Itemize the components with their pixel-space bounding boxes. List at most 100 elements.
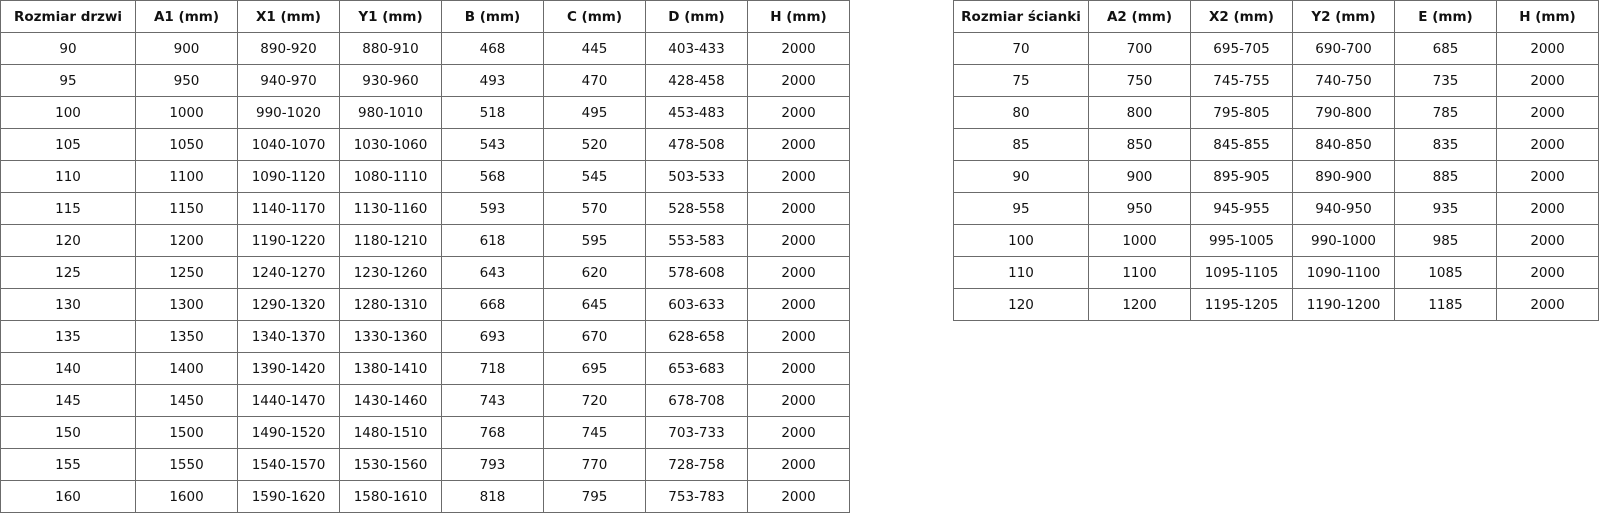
table-cell: 528-558 bbox=[645, 192, 748, 225]
table-row: 110 1100 1090-1120 1080-1110 568 545 503-533 20… bbox=[0, 160, 850, 193]
table-cell: 70 bbox=[953, 32, 1089, 65]
table-row: 70 700 695-705 690-700 685 2000 bbox=[953, 32, 1599, 65]
table-cell: 785 bbox=[1394, 96, 1497, 129]
table-cell: 520 bbox=[543, 128, 646, 161]
table-cell: 1030-1060 bbox=[339, 128, 442, 161]
table-cell: 890-900 bbox=[1292, 160, 1395, 193]
table-cell: 1090-1100 bbox=[1292, 256, 1395, 289]
table-cell: 1280-1310 bbox=[339, 288, 442, 321]
column-header: A1 (mm) bbox=[135, 0, 238, 33]
table-row: 115 1150 1140-1170 1130-1160 593 570 528-558 20… bbox=[0, 192, 850, 225]
table-cell: 695-705 bbox=[1190, 32, 1293, 65]
table-row: 160 1600 1590-1620 1580-1610 818 795 753-783 20… bbox=[0, 480, 850, 513]
table-cell: 980-1010 bbox=[339, 96, 442, 129]
table-row: 120 1200 1190-1220 1180-1210 618 595 553-583 20… bbox=[0, 224, 850, 257]
table-cell: 120 bbox=[953, 288, 1089, 321]
table-cell: 2000 bbox=[1496, 192, 1599, 225]
table-cell: 900 bbox=[135, 32, 238, 65]
table-cell: 940-950 bbox=[1292, 192, 1395, 225]
table-cell: 100 bbox=[953, 224, 1089, 257]
table-cell: 1600 bbox=[135, 480, 238, 513]
table-row: 155 1550 1540-1570 1530-1560 793 770 728-758 20… bbox=[0, 448, 850, 481]
table-cell: 990-1020 bbox=[237, 96, 340, 129]
table-cell: 703-733 bbox=[645, 416, 748, 449]
table-cell: 2000 bbox=[1496, 64, 1599, 97]
table-cell: 835 bbox=[1394, 128, 1497, 161]
table-cell: 1240-1270 bbox=[237, 256, 340, 289]
table-cell: 845-855 bbox=[1190, 128, 1293, 161]
table-cell: 900 bbox=[1088, 160, 1191, 193]
column-header: Rozmiar drzwi bbox=[0, 0, 136, 33]
table-cell: 990-1000 bbox=[1292, 224, 1395, 257]
table-cell: 1530-1560 bbox=[339, 448, 442, 481]
table-cell: 840-850 bbox=[1292, 128, 1395, 161]
table-row: 140 1400 1390-1420 1380-1410 718 695 653-683 20… bbox=[0, 352, 850, 385]
table-row: 110 1100 1095-1105 1090-1100 1085 2000 bbox=[953, 256, 1599, 289]
table-cell: 940-970 bbox=[237, 64, 340, 97]
table-cell: 2000 bbox=[747, 32, 850, 65]
table-cell: 685 bbox=[1394, 32, 1497, 65]
table-cell: 653-683 bbox=[645, 352, 748, 385]
table-cell: 80 bbox=[953, 96, 1089, 129]
table-cell: 2000 bbox=[747, 320, 850, 353]
table-cell: 1190-1220 bbox=[237, 224, 340, 257]
table-cell: 620 bbox=[543, 256, 646, 289]
column-header: Y1 (mm) bbox=[339, 0, 442, 33]
table-row: 85 850 845-855 840-850 835 2000 bbox=[953, 128, 1599, 161]
table-row: 135 1350 1340-1370 1330-1360 693 670 628-658 20… bbox=[0, 320, 850, 353]
table-cell: 1000 bbox=[1088, 224, 1191, 257]
table-cell: 643 bbox=[441, 256, 544, 289]
table-cell: 1330-1360 bbox=[339, 320, 442, 353]
table-cell: 700 bbox=[1088, 32, 1191, 65]
table-cell: 740-750 bbox=[1292, 64, 1395, 97]
table-cell: 2000 bbox=[747, 192, 850, 225]
table-cell: 95 bbox=[953, 192, 1089, 225]
column-header: Y2 (mm) bbox=[1292, 0, 1395, 33]
table-cell: 718 bbox=[441, 352, 544, 385]
column-header: X1 (mm) bbox=[237, 0, 340, 33]
table-cell: 745-755 bbox=[1190, 64, 1293, 97]
table-cell: 1390-1420 bbox=[237, 352, 340, 385]
table-cell: 445 bbox=[543, 32, 646, 65]
table-cell: 493 bbox=[441, 64, 544, 97]
table-cell: 2000 bbox=[747, 416, 850, 449]
table-cell: 818 bbox=[441, 480, 544, 513]
table-row: 75 750 745-755 740-750 735 2000 bbox=[953, 64, 1599, 97]
table-cell: 110 bbox=[953, 256, 1089, 289]
table-cell: 1450 bbox=[135, 384, 238, 417]
column-header: B (mm) bbox=[441, 0, 544, 33]
table-cell: 478-508 bbox=[645, 128, 748, 161]
table-cell: 1130-1160 bbox=[339, 192, 442, 225]
table-cell: 1000 bbox=[135, 96, 238, 129]
table-cell: 1490-1520 bbox=[237, 416, 340, 449]
header-row: Rozmiar ścianki A2 (mm) X2 (mm) Y2 (mm) E (m… bbox=[953, 0, 1599, 33]
table-cell: 880-910 bbox=[339, 32, 442, 65]
table-row: 80 800 795-805 790-800 785 2000 bbox=[953, 96, 1599, 129]
table-cell: 75 bbox=[953, 64, 1089, 97]
table-cell: 85 bbox=[953, 128, 1089, 161]
table-cell: 628-658 bbox=[645, 320, 748, 353]
table-cell: 693 bbox=[441, 320, 544, 353]
table-cell: 1100 bbox=[1088, 256, 1191, 289]
table-cell: 2000 bbox=[747, 256, 850, 289]
table-cell: 743 bbox=[441, 384, 544, 417]
table-row: 145 1450 1440-1470 1430-1460 743 720 678-708 20… bbox=[0, 384, 850, 417]
table-cell: 1540-1570 bbox=[237, 448, 340, 481]
table-cell: 745 bbox=[543, 416, 646, 449]
table-cell: 115 bbox=[0, 192, 136, 225]
table-cell: 495 bbox=[543, 96, 646, 129]
table-cell: 885 bbox=[1394, 160, 1497, 193]
table-cell: 950 bbox=[1088, 192, 1191, 225]
table-cell: 935 bbox=[1394, 192, 1497, 225]
table-cell: 1195-1205 bbox=[1190, 288, 1293, 321]
table-cell: 695 bbox=[543, 352, 646, 385]
table-cell: 2000 bbox=[747, 352, 850, 385]
table-cell: 1095-1105 bbox=[1190, 256, 1293, 289]
table-cell: 768 bbox=[441, 416, 544, 449]
table-cell: 2000 bbox=[747, 96, 850, 129]
header-row: Rozmiar drzwi A1 (mm) X1 (mm) Y1 (mm) B (mm)… bbox=[0, 0, 850, 33]
table-cell: 2000 bbox=[747, 64, 850, 97]
column-header: X2 (mm) bbox=[1190, 0, 1293, 33]
table-cell: 850 bbox=[1088, 128, 1191, 161]
table-cell: 1440-1470 bbox=[237, 384, 340, 417]
